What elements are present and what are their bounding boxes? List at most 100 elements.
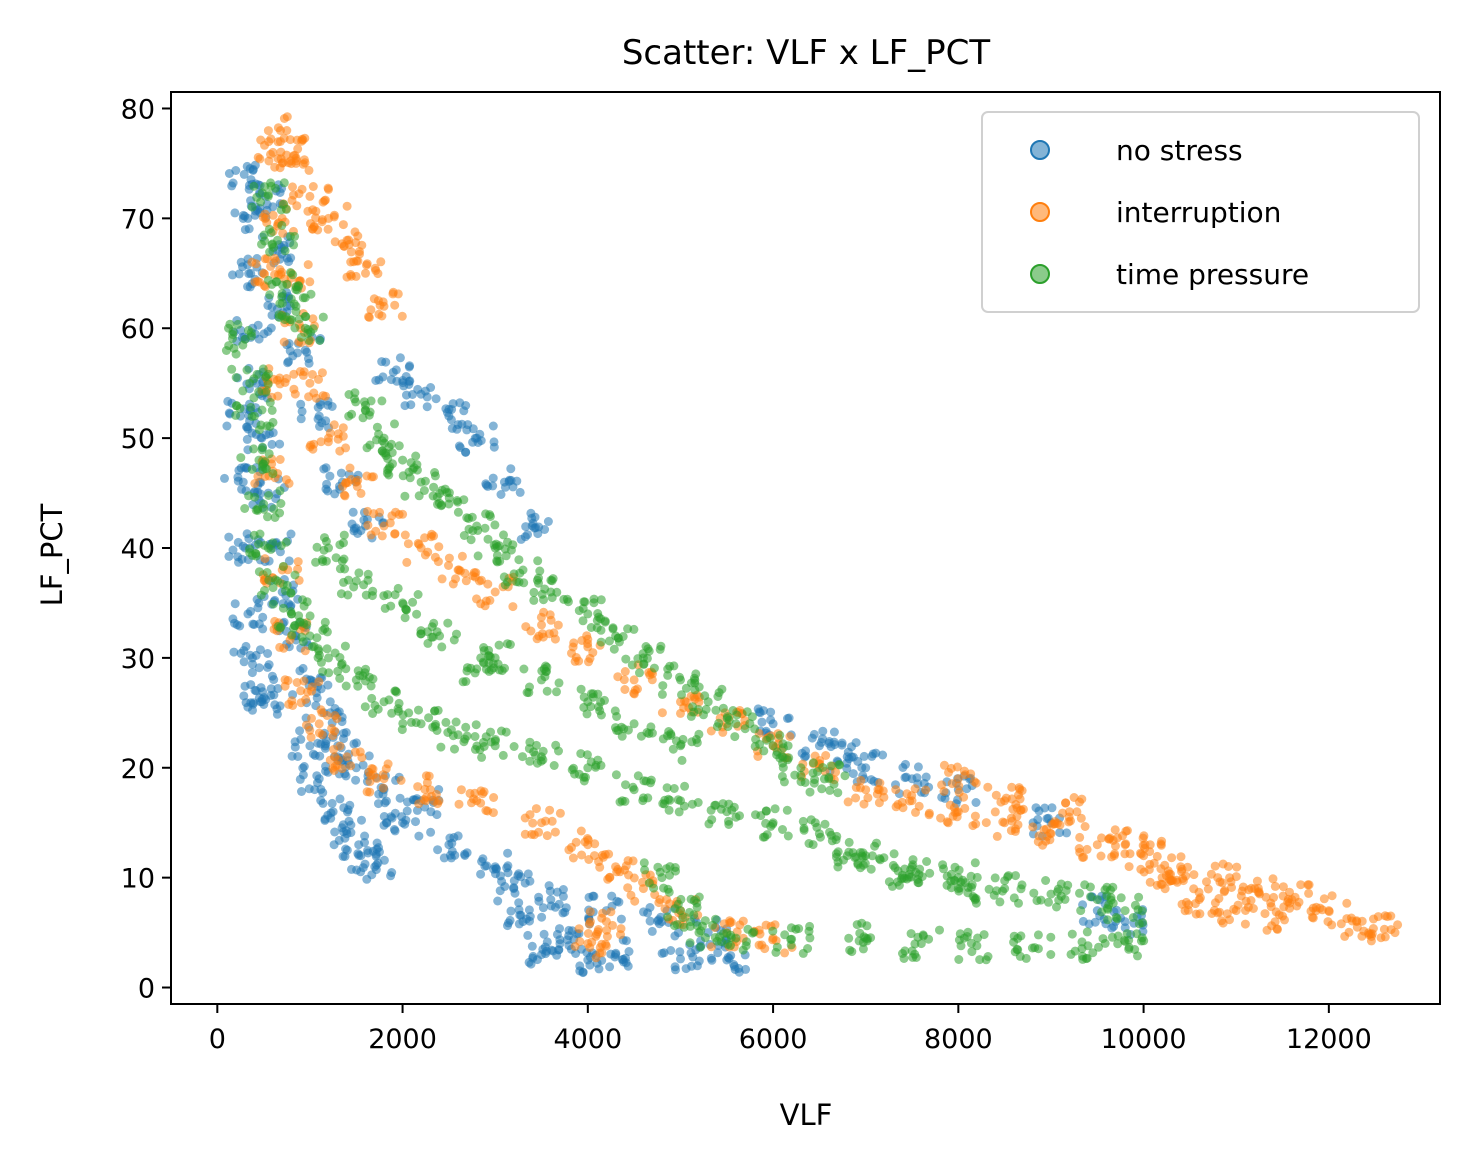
data-point-cloud xyxy=(240,681,250,691)
data-point-cloud xyxy=(285,315,295,325)
data-point-cloud xyxy=(261,371,271,381)
data-point-cloud xyxy=(423,638,433,648)
data-point-cloud xyxy=(1376,933,1386,943)
points-layer xyxy=(220,112,1403,978)
data-point-cloud xyxy=(586,702,596,712)
data-point-cloud xyxy=(897,797,907,807)
y-tick-label: 0 xyxy=(138,974,155,1005)
data-point-cloud xyxy=(583,929,593,938)
data-point-cloud xyxy=(437,574,447,584)
data-point-cloud xyxy=(305,442,315,452)
data-point-cloud xyxy=(292,285,302,295)
data-point-cloud xyxy=(414,705,423,715)
data-point-cloud xyxy=(700,691,710,701)
data-point-cloud xyxy=(1078,852,1087,862)
data-point-cloud xyxy=(433,845,443,855)
data-point-cloud xyxy=(492,550,502,560)
data-point-cloud xyxy=(398,509,408,519)
data-point-cloud xyxy=(381,357,391,367)
data-point-cloud xyxy=(392,687,401,697)
data-point-cloud xyxy=(1393,920,1403,930)
data-point-cloud xyxy=(851,783,861,792)
data-point-cloud xyxy=(1034,831,1044,841)
data-point-cloud xyxy=(529,595,539,605)
data-point-cloud xyxy=(621,780,630,790)
data-point-cloud xyxy=(457,551,467,561)
data-point-cloud xyxy=(304,392,314,402)
data-point-cloud xyxy=(538,746,548,756)
data-point-cloud xyxy=(362,874,372,884)
data-point-cloud xyxy=(265,422,275,431)
data-point-cloud xyxy=(547,593,557,603)
data-point-cloud xyxy=(1327,891,1337,901)
data-point-cloud xyxy=(321,463,331,473)
data-point-cloud xyxy=(707,955,717,965)
data-point-cloud xyxy=(266,323,276,333)
data-point-cloud xyxy=(600,617,610,627)
data-point-cloud xyxy=(1369,914,1378,924)
data-point-cloud xyxy=(798,948,808,958)
data-point-cloud xyxy=(301,695,311,704)
data-point-cloud xyxy=(413,538,423,548)
data-point-cloud xyxy=(422,402,432,412)
data-point-cloud xyxy=(537,589,547,599)
data-point-cloud xyxy=(246,698,256,708)
data-point-cloud xyxy=(748,928,757,938)
data-point-cloud xyxy=(530,512,540,522)
data-point-cloud xyxy=(396,775,406,785)
data-point-cloud xyxy=(627,660,637,670)
y-tick-label: 50 xyxy=(121,424,155,455)
data-point-cloud xyxy=(924,808,934,818)
data-point-cloud xyxy=(272,709,282,719)
data-point-cloud xyxy=(918,930,928,940)
data-point-cloud xyxy=(633,654,643,664)
data-point xyxy=(296,686,306,696)
data-point-cloud xyxy=(319,545,329,555)
data-point-cloud xyxy=(731,812,741,822)
data-point-cloud xyxy=(395,353,405,363)
data-point-cloud xyxy=(833,862,843,872)
data-point-cloud xyxy=(253,603,263,613)
data-point-cloud xyxy=(1075,832,1085,842)
data-point-cloud xyxy=(388,289,398,299)
data-point-cloud xyxy=(714,688,724,698)
data-point-cloud xyxy=(386,812,396,822)
data-point-cloud xyxy=(1054,895,1064,905)
data-point-cloud xyxy=(499,572,509,582)
data-point-cloud xyxy=(544,881,554,891)
data-point xyxy=(314,719,324,729)
data-point-cloud xyxy=(390,300,400,310)
data-point-cloud xyxy=(374,429,384,439)
data-point-cloud xyxy=(608,920,617,930)
data-point-cloud xyxy=(534,896,544,906)
data-point-cloud xyxy=(471,568,481,578)
data-point-cloud xyxy=(271,277,281,287)
data-point-cloud xyxy=(922,857,932,866)
data-point-cloud xyxy=(624,870,633,880)
data-point-cloud xyxy=(1285,903,1295,913)
data-point-cloud xyxy=(542,831,552,841)
data-point-cloud xyxy=(365,440,375,450)
data-point-cloud xyxy=(351,775,361,785)
data-point-cloud xyxy=(274,310,284,320)
x-tick-label: 12000 xyxy=(1286,1024,1372,1055)
data-point-cloud xyxy=(1014,783,1024,793)
data-point-cloud xyxy=(525,737,535,747)
data-point-cloud xyxy=(644,646,654,656)
data-point-cloud xyxy=(400,530,410,540)
data-point-cloud xyxy=(884,877,894,887)
data-point-cloud xyxy=(1112,914,1122,924)
data-point-cloud xyxy=(1280,915,1289,925)
data-point-cloud xyxy=(540,525,550,534)
data-point-cloud xyxy=(718,703,728,713)
data-point-cloud xyxy=(595,862,605,872)
data-point-cloud xyxy=(906,872,916,882)
data-point-cloud xyxy=(254,567,264,577)
data-point-cloud xyxy=(1189,884,1199,894)
data-point-cloud xyxy=(874,785,884,795)
data-point-cloud xyxy=(249,444,259,454)
data-point-cloud xyxy=(723,939,733,949)
data-point-cloud xyxy=(1058,808,1068,818)
data-point-cloud xyxy=(844,837,854,847)
data-point-cloud xyxy=(515,487,525,497)
